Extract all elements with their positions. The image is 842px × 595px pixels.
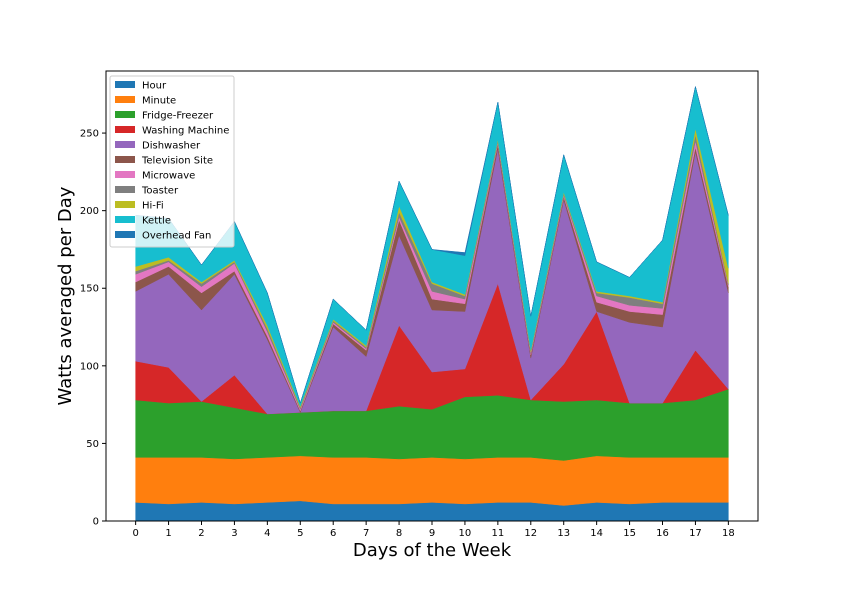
y-tick-label: 0 (93, 517, 99, 528)
x-tick-label: 0 (132, 528, 138, 539)
legend: Hour Minute Fridge-Freezer Washing Machine D… (109, 75, 235, 248)
x-tick-label: 15 (623, 528, 636, 539)
x-axis: 0 1 2 3 4 5 6 7 8 9 10 11 12 13 14 15 16 17 18 (132, 521, 735, 539)
x-tick-label: 16 (656, 528, 669, 539)
legend-swatch (115, 231, 135, 238)
x-tick-label: 4 (264, 528, 270, 539)
legend-label: Microwave (142, 171, 195, 182)
legend-swatch (115, 201, 135, 208)
legend-label: Dishwasher (142, 141, 201, 152)
legend-swatch (115, 96, 135, 103)
x-tick-label: 3 (231, 528, 237, 539)
x-tick-label: 9 (429, 528, 435, 539)
x-tick-label: 18 (722, 528, 735, 539)
y-tick-label: 100 (80, 361, 99, 372)
x-tick-label: 6 (330, 528, 336, 539)
legend-label: Television Site (141, 156, 213, 167)
x-tick-label: 17 (689, 528, 702, 539)
legend-label: Minute (142, 96, 176, 107)
legend-swatch (115, 186, 135, 193)
y-tick-label: 50 (86, 439, 99, 450)
x-tick-label: 11 (491, 528, 504, 539)
y-axis-label: Watts averaged per Day (55, 186, 76, 405)
legend-swatch (115, 216, 135, 223)
x-tick-label: 13 (557, 528, 570, 539)
x-tick-label: 2 (198, 528, 204, 539)
x-tick-label: 14 (590, 528, 603, 539)
legend-swatch (115, 141, 135, 148)
y-tick-label: 150 (80, 284, 99, 295)
x-tick-label: 5 (297, 528, 303, 539)
legend-swatch (115, 126, 135, 133)
legend-label: Toaster (141, 186, 179, 197)
x-axis-label: Days of the Week (353, 540, 512, 561)
legend-label: Kettle (142, 216, 171, 227)
legend-label: Overhead Fan (142, 231, 211, 242)
legend-swatch (115, 81, 135, 88)
legend-label: Fridge-Freezer (142, 111, 214, 122)
y-tick-label: 200 (80, 206, 99, 217)
legend-label: Hour (142, 81, 167, 92)
y-axis: 0 50 100 150 200 250 (80, 129, 106, 528)
x-tick-label: 10 (459, 528, 472, 539)
legend-swatch (115, 156, 135, 163)
legend-box (109, 75, 235, 248)
area-series-minute (135, 455, 729, 506)
legend-label: Washing Machine (142, 126, 229, 137)
area-series-hour (135, 500, 729, 522)
x-tick-label: 7 (363, 528, 369, 539)
area-series-overhead-fan (135, 86, 729, 404)
y-tick-label: 250 (80, 129, 99, 140)
x-tick-label: 12 (524, 528, 537, 539)
area-series-group (135, 86, 729, 522)
legend-label: Hi-Fi (142, 201, 164, 212)
x-tick-label: 8 (396, 528, 402, 539)
x-tick-label: 1 (165, 528, 171, 539)
legend-swatch (115, 171, 135, 178)
legend-swatch (115, 111, 135, 118)
